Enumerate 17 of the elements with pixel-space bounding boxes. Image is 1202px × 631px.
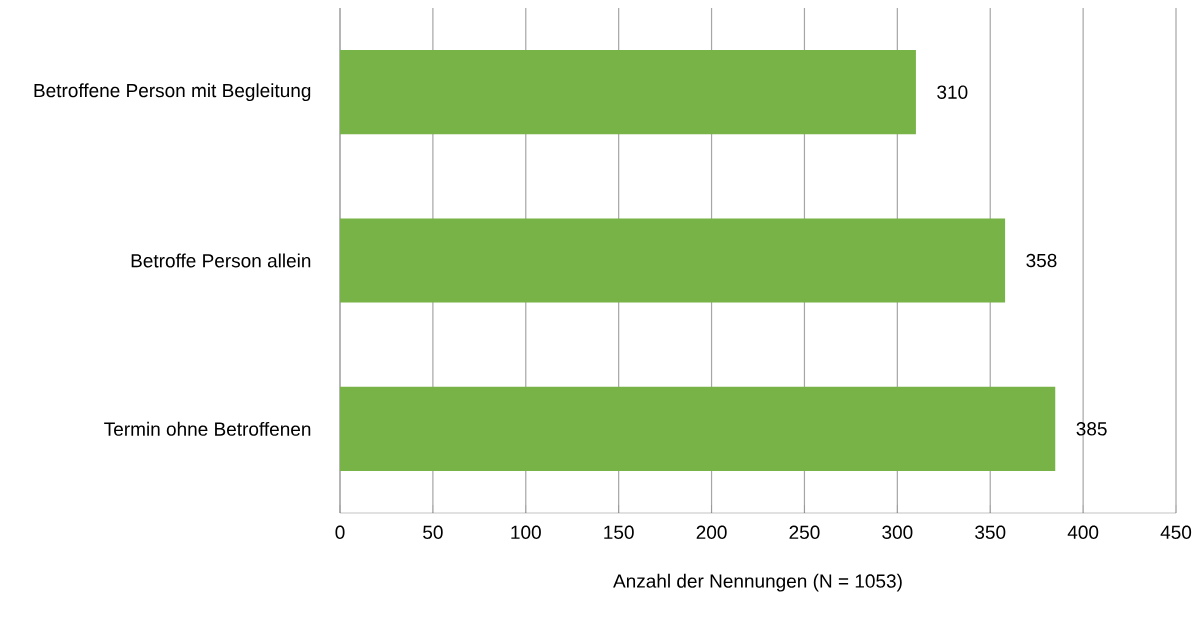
data-label: 310 [937, 85, 968, 99]
y-tick-label: Betroffene Person mit Begleitung [34, 83, 311, 102]
x-tick-label: 350 [975, 525, 1006, 539]
data-label: 385 [1076, 422, 1107, 436]
y-tick-label: Betroffe Person allein [131, 253, 311, 268]
x-tick-label: 100 [511, 525, 541, 539]
x-tick-label: 250 [789, 525, 820, 539]
x-tick-label: 400 [1067, 525, 1099, 539]
x-tick-label: 300 [882, 525, 913, 539]
x-tick-label: 50 [423, 525, 443, 539]
x-axis-title: Anzahl der Nennungen (N = 1053) [613, 573, 902, 592]
x-tick-label: 0 [335, 525, 345, 539]
y-tick-label: Termin ohne Betroffenen [104, 421, 311, 436]
data-label: 358 [1026, 253, 1057, 268]
x-tick-label: 200 [696, 525, 727, 539]
x-tick-label: 150 [604, 525, 634, 539]
x-tick-label: 450 [1160, 525, 1192, 539]
